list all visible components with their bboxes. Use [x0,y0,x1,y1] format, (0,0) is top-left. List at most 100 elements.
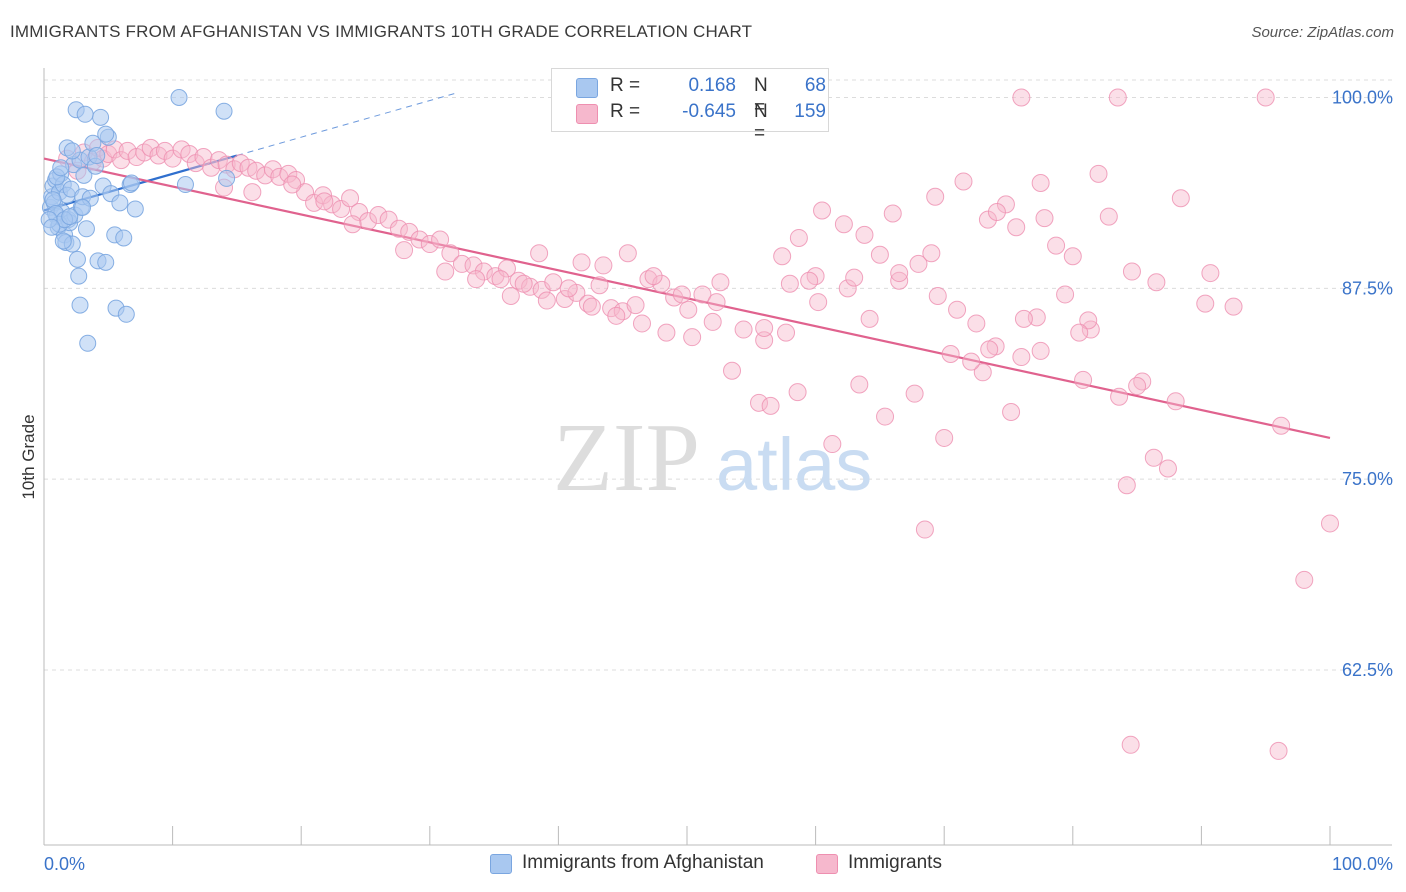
immigrants-point [693,285,712,304]
immigrants-point [1031,173,1050,192]
immigrants-point [509,271,528,290]
immigrants-point [850,375,869,394]
trend-line-immigrants [43,157,1331,440]
immigrants-point [1108,88,1127,107]
immigrants-point [1035,209,1054,228]
immigrants-point [149,146,168,165]
immigrants-point [838,279,857,298]
immigrants-point [855,225,874,244]
immigrants-point [618,244,637,263]
immigrants-point [926,187,945,206]
immigrants-point [1117,476,1136,495]
immigrants-point [860,309,879,328]
afghanistan-point [215,102,233,120]
r-label: R = [610,75,641,96]
afghanistan-point [92,108,110,126]
immigrants-point [135,143,154,162]
immigrants-point [1012,88,1031,107]
afghanistan-point [97,125,115,143]
immigrants-point [788,383,807,402]
afghanistan-point [63,142,81,160]
immigrants-point [315,192,334,211]
immigrants-point [679,300,698,319]
data-points [40,88,1339,760]
immigrants-point [626,296,645,315]
immigrants-point [948,300,967,319]
legend-label: Immigrants from Afghanistan [522,852,764,873]
immigrants-point [112,151,131,170]
y-tick-label: 100.0% [1332,88,1393,108]
afghanistan-point [115,229,133,247]
immigrants-point [915,520,934,539]
immigrants-point [582,297,601,316]
chart-title: IMMIGRANTS FROM AFGHANISTAN VS IMMIGRANT… [10,22,753,41]
axis-labels: 62.5% 75.0% 87.5% 100.0% 0.0% 100.0% 10th Grad… [19,88,1393,875]
immigrants-point [1295,570,1314,589]
immigrants-point [497,259,516,278]
immigrants-point [905,384,924,403]
immigrants-point [1171,189,1190,208]
immigrants-point [809,293,828,312]
afghanistan-point [54,232,72,250]
immigrants-point [341,189,360,208]
chart-source: Source: ZipAtlas.com [1251,24,1394,41]
afghanistan-point [79,334,97,352]
immigrants-point [711,273,730,292]
immigrants-point [870,245,889,264]
immigrants-point [755,319,774,338]
immigrants-point [954,172,973,191]
immigrants-point [491,270,510,289]
immigrants-point [922,244,941,263]
immigrants-point [537,291,556,310]
immigrants-point [163,149,182,168]
immigrants-point [1007,218,1026,237]
immigrants-point [780,274,799,293]
immigrants-point [1128,377,1147,396]
immigrants-point [883,204,902,223]
immigrants-point [773,247,792,266]
immigrants-point [1047,236,1066,255]
afghanistan-point [111,194,129,212]
immigrants-point [180,144,199,163]
afghanistan-point [117,305,135,323]
immigrants-point [996,195,1015,214]
immigrants-point [777,323,796,342]
immigrants-point [750,393,769,412]
y-axis-label: 10th Grade [19,414,38,499]
immigrants-point [941,344,960,363]
immigrants-point [1070,323,1089,342]
n-value: 159 [794,101,826,122]
immigrants-point [1166,392,1185,411]
immigrants-point [1089,164,1108,183]
y-tick-label: 87.5% [1342,278,1393,298]
afghanistan-point [176,176,194,194]
watermark-atlas: atlas [716,423,872,506]
blue-swatch [490,854,512,874]
immigrants-point [1056,285,1075,304]
n-label: N = [754,101,768,144]
immigrants-point [590,276,609,295]
immigrants-point [314,186,333,205]
afghanistan-point [44,191,62,209]
afghanistan-point [61,208,79,226]
immigrants-point [890,271,909,290]
immigrants-point [845,268,864,287]
r-value: -0.645 [682,101,736,122]
immigrants-point [452,254,471,273]
immigrants-point [420,235,439,254]
n-value: 68 [804,75,826,96]
immigrants-point [789,228,808,247]
immigrants-point [652,274,671,293]
immigrants-point [657,323,676,342]
afghanistan-point [75,166,93,184]
pink-swatch [816,854,838,874]
immigrants-point [707,293,726,312]
immigrants-point [379,210,398,229]
afghanistan-point [71,296,89,314]
immigrants-point [1014,309,1033,328]
y-tick-label: 75.0% [1342,469,1393,489]
immigrants-point [823,435,842,454]
immigrants-point [1002,402,1021,421]
afghanistan-point [76,105,94,123]
